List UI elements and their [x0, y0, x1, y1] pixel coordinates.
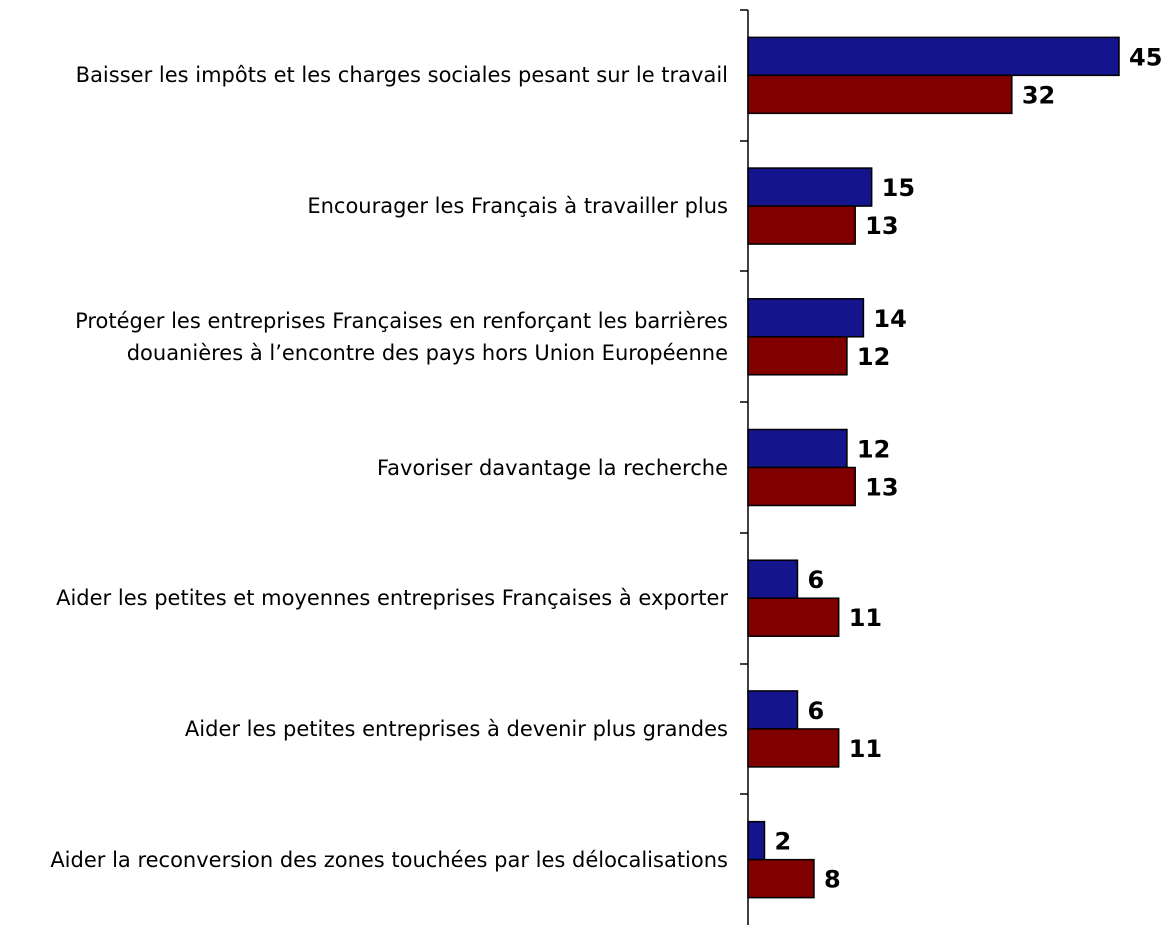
- value-label: 11: [849, 735, 882, 763]
- category-label: Baisser les impôts et les charges social…: [75, 63, 728, 88]
- value-label: 6: [807, 697, 824, 725]
- bar: [747, 858, 815, 899]
- bar: [747, 336, 848, 376]
- bar: [747, 728, 840, 768]
- value-label: 45: [1129, 43, 1162, 71]
- bar: [747, 298, 865, 338]
- value-label: 2: [774, 828, 791, 856]
- bar: [747, 559, 799, 599]
- value-label: 14: [873, 305, 906, 333]
- axis-ticks: [740, 9, 748, 795]
- bar: [747, 428, 848, 469]
- bar: [747, 597, 840, 637]
- category-label: Aider la reconversion des zones touchées…: [50, 847, 728, 872]
- value-label: 13: [865, 474, 898, 502]
- value-label: 8: [824, 866, 841, 894]
- bar: [747, 36, 1120, 77]
- bar: [747, 690, 799, 730]
- bar: [747, 820, 766, 861]
- category-label: Aider les petites et moyennes entreprise…: [56, 586, 728, 611]
- value-label: 32: [1022, 81, 1055, 109]
- value-label: 11: [849, 604, 882, 632]
- value-label: 13: [865, 212, 898, 240]
- bar: [747, 205, 856, 245]
- value-label: 15: [882, 174, 915, 202]
- category-label: Aider les petites entreprises à devenir …: [184, 716, 728, 741]
- category-label: Protéger les entreprises Françaises en r…: [75, 308, 728, 365]
- category-label: Favoriser davantage la recherche: [377, 455, 728, 480]
- bar: [747, 74, 1013, 115]
- value-label: 6: [807, 566, 824, 594]
- category-label: Encourager les Français à travailler plu…: [307, 194, 728, 219]
- bar: [747, 466, 856, 507]
- value-label: 12: [857, 343, 890, 371]
- value-label: 12: [857, 436, 890, 464]
- bar: [747, 167, 873, 207]
